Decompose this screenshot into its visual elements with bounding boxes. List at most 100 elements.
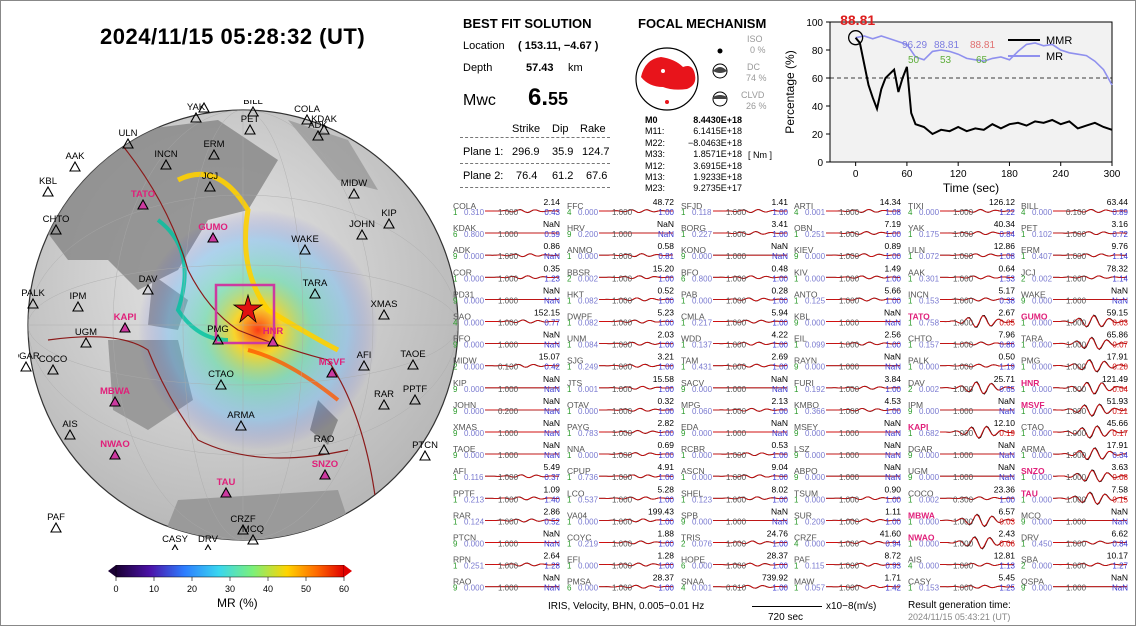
component-count: 1	[681, 451, 686, 460]
iso-value: 0 %	[750, 45, 766, 55]
variance-reduction: 0.06	[999, 540, 1015, 549]
station-label: AIS	[62, 419, 77, 430]
synthetic-trace	[826, 496, 901, 500]
filter-low: 0.000	[805, 274, 826, 283]
station-code: PMSA	[567, 577, 591, 587]
filter-low: 0.000	[692, 473, 713, 482]
amplitude-value: 152.15	[534, 308, 560, 318]
filter-high: 1.000	[1066, 363, 1087, 372]
amplitude-value: 1.88	[657, 529, 674, 539]
amplitude-value: NaN	[543, 285, 560, 295]
variance-reduction: NaN	[544, 252, 560, 261]
station-label: UGM	[75, 327, 97, 338]
amplitude-value: NaN	[1111, 506, 1128, 516]
waveform-cell: PMSA 28.37 6 0.000 1.000 1.00	[567, 573, 675, 593]
plane2-dip: 61.2	[552, 170, 574, 182]
mr-annotation-green: 53	[940, 55, 952, 66]
station-label: KAPI	[114, 312, 137, 323]
synthetic-trace	[713, 209, 787, 213]
waveform-cell: COYC 1.88 1 0.219 1.000 1.00	[567, 529, 675, 549]
component-count: 1	[567, 517, 572, 526]
variance-reduction: NaN	[885, 363, 901, 372]
filter-high: 1.000	[839, 517, 860, 526]
x-axis-label: Time (sec)	[943, 181, 999, 195]
component-count: 1	[681, 208, 686, 217]
filter-low: 0.001	[692, 584, 713, 593]
variance-reduction: NaN	[544, 451, 560, 460]
component-count: 1	[1021, 385, 1026, 394]
synthetic-trace	[1053, 492, 1128, 505]
filter-high: 1.000	[1066, 517, 1087, 526]
filter-low: 0.000	[692, 385, 713, 394]
waveform-cell: TAM 2.69 1 0.431 1.000 1.00	[681, 352, 789, 372]
station-triangle	[47, 363, 59, 375]
station-code: LSZ	[794, 444, 810, 454]
station-code: UNM	[567, 334, 586, 344]
filter-low: 0.124	[464, 517, 485, 526]
filter-high: 1.000	[953, 517, 974, 526]
filter-high: 1.000	[498, 429, 519, 438]
filter-high: 1.000	[839, 208, 860, 217]
amplitude-value: 2.67	[998, 308, 1015, 318]
synthetic-trace	[599, 341, 674, 346]
station-code: HKT	[567, 289, 584, 299]
amplitude-value: 59.15	[1107, 308, 1129, 318]
waveform-cell: ERM 9.76 1 0.407 1.000 1.14	[1021, 241, 1129, 261]
filter-low: 0.000	[578, 451, 599, 460]
station-label: JCJ	[202, 171, 219, 182]
station-code: KBL	[794, 312, 810, 322]
amplitude-value: 2.43	[998, 529, 1015, 539]
filter-high: 1.000	[498, 252, 519, 261]
filter-low: 0.153	[919, 584, 940, 593]
waveform-cell: COCO 23.36 1 0.002 0.300 1.00	[908, 484, 1016, 504]
station-label: ADK	[308, 120, 328, 131]
y-axis-label: Percentage (%)	[783, 50, 797, 133]
component-count: 1	[567, 252, 572, 261]
filter-low: 0.099	[805, 341, 826, 350]
variance-reduction: NaN	[885, 429, 901, 438]
station-code: YAK	[908, 223, 925, 233]
variance-reduction: 0.19	[999, 429, 1015, 438]
amplitude-value: 199.43	[648, 506, 674, 516]
waveform-cell: YAK 40.34 1 0.175 1.000 0.84	[908, 219, 1016, 239]
synthetic-trace	[713, 297, 787, 302]
filter-low: 0.000	[1032, 385, 1053, 394]
filter-low: 0.000	[578, 584, 599, 593]
amplitude-value: NaN	[771, 241, 788, 251]
amplitude-value: 0.69	[657, 440, 674, 450]
variance-reduction: 1.00	[772, 407, 788, 416]
filter-low: 0.000	[578, 252, 599, 261]
filter-low: 0.000	[1032, 296, 1053, 305]
station-marker: AIS	[62, 419, 78, 440]
waveform-cell: KIV 1.49 1 0.000 1.000 1.00	[794, 263, 902, 283]
plane1-dip: 35.9	[552, 146, 574, 158]
strike-header: Strike	[512, 123, 541, 135]
filter-low: 0.192	[805, 385, 826, 394]
filter-low: 0.000	[919, 540, 940, 549]
filter-low: 0.000	[1032, 208, 1053, 217]
waveform-cell: SBA 10.17 2 0.000 1.000 1.27	[1021, 551, 1129, 571]
filter-high: 1.000	[953, 319, 974, 328]
filter-high: 1.000	[726, 495, 747, 504]
y-tick-label: 100	[806, 18, 823, 29]
station-code: HOPE	[681, 555, 705, 565]
filter-low: 0.000	[1032, 341, 1053, 350]
station-triangle	[215, 378, 227, 390]
y-tick-label: 60	[812, 74, 824, 85]
filter-low: 0.000	[919, 208, 940, 217]
station-code: IPM	[908, 400, 923, 410]
waveform-cell: PAF 8.72 1 0.115 1.000 0.93	[794, 551, 902, 571]
station-code: TAU	[1021, 488, 1038, 498]
filter-high: 1.000	[953, 230, 974, 239]
table-rule-top	[460, 137, 610, 138]
component-count: 9	[908, 407, 913, 416]
station-code: JTS	[567, 378, 582, 388]
variance-reduction: 1.00	[658, 208, 674, 217]
amplitude-value: 6.57	[998, 506, 1015, 516]
synthetic-trace	[940, 231, 1014, 235]
waveform-cell: OTAV 0.32 1 0.000 1.000 1.00	[567, 396, 675, 416]
station-marker: XMAS	[371, 299, 397, 320]
component-count: 1	[1021, 363, 1026, 372]
filter-low: 0.000	[464, 451, 485, 460]
station-marker: KIP	[381, 208, 397, 229]
